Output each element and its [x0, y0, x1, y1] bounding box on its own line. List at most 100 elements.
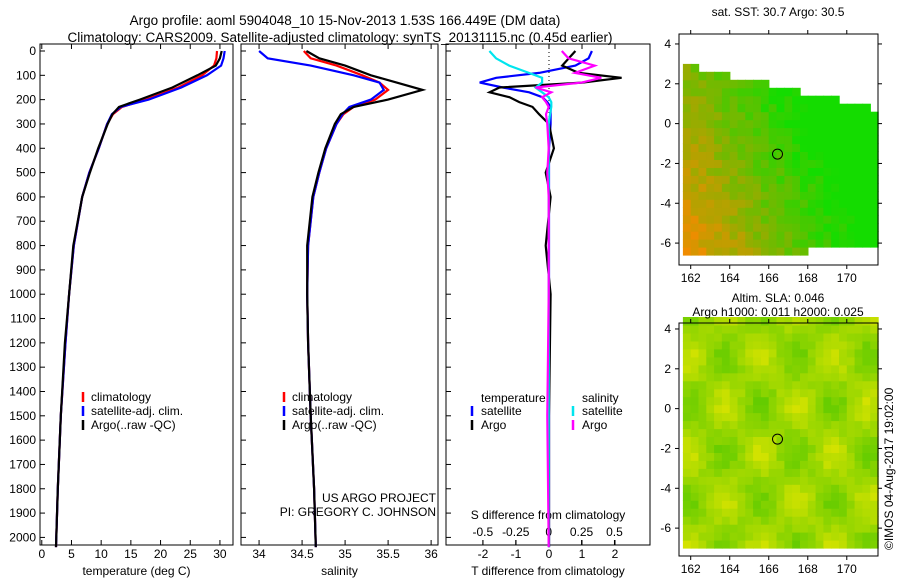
map-cell	[792, 103, 801, 113]
map-cell	[839, 508, 848, 517]
pi-text: PI: GREGORY C. JOHNSON	[280, 505, 436, 519]
map-cell	[807, 111, 817, 121]
map-cell	[714, 71, 723, 81]
map-cell	[690, 143, 700, 152]
map-cell	[745, 333, 754, 342]
map-cell	[714, 348, 723, 358]
map-cell	[745, 412, 754, 422]
map-cell	[823, 444, 832, 453]
map-cell	[737, 231, 746, 240]
map-cell	[682, 540, 692, 549]
map-cell	[690, 159, 700, 168]
map-cell	[745, 484, 754, 493]
map-cell	[800, 333, 809, 342]
map-cell	[753, 380, 762, 390]
map-cell	[768, 159, 778, 168]
map-cell	[721, 380, 731, 390]
map-cell	[729, 364, 739, 374]
map-cell	[862, 159, 871, 168]
map-cell	[854, 207, 864, 216]
series-line-satellite-adj-clim-	[54, 50, 226, 548]
map-cell	[831, 340, 840, 350]
map-cell	[721, 71, 731, 81]
map-cell	[846, 135, 856, 145]
map-cell	[784, 388, 793, 398]
map-cell	[737, 79, 746, 89]
map-cell	[792, 492, 801, 501]
map-cell	[745, 340, 754, 350]
map-cell	[815, 444, 825, 453]
map-cell	[682, 127, 692, 137]
map-cell	[737, 239, 746, 248]
map-cell	[698, 71, 707, 81]
map-cell	[800, 396, 809, 406]
map-cell	[823, 127, 832, 137]
map-cell	[815, 396, 825, 406]
map-cell	[753, 404, 762, 414]
map-cell	[698, 199, 707, 208]
map-cell	[862, 183, 871, 192]
map-cell	[760, 183, 770, 192]
map-cell	[729, 111, 739, 121]
y-tick-label: 1800	[9, 482, 36, 496]
map-cell	[784, 111, 793, 121]
map-cell	[870, 508, 879, 517]
map-cell	[714, 151, 723, 160]
map-cell	[737, 340, 746, 350]
map-cell	[768, 388, 778, 398]
map-cell	[714, 436, 723, 445]
map-cell	[831, 468, 840, 477]
map-cell	[800, 103, 809, 113]
map-cell	[807, 135, 817, 145]
map-cell	[807, 364, 817, 374]
map-cell	[862, 223, 871, 232]
map-cell	[800, 412, 809, 422]
map-cell	[753, 119, 762, 129]
map-cell	[792, 231, 801, 240]
map-cell	[698, 372, 707, 382]
map-cell	[729, 404, 739, 414]
map-cell	[792, 476, 801, 485]
map-cell	[792, 508, 801, 517]
map-cell	[714, 239, 723, 248]
map-cell	[729, 325, 739, 334]
map-cell	[800, 540, 809, 549]
map-cell	[862, 356, 871, 366]
map-cell	[784, 532, 793, 541]
map-cell	[714, 364, 723, 374]
map-cell	[706, 500, 715, 509]
map-cell	[745, 191, 754, 200]
map-cell	[714, 420, 723, 430]
map-cell	[737, 492, 746, 501]
series-line-climatology	[303, 50, 390, 548]
map-cell	[862, 207, 871, 216]
map-cell	[862, 231, 871, 240]
map-cell	[698, 412, 707, 422]
map-cell	[760, 151, 770, 160]
map-cell	[854, 143, 864, 152]
map-cell	[831, 143, 840, 152]
map-cell	[682, 452, 692, 461]
map-cell	[831, 159, 840, 168]
map-cell	[698, 356, 707, 366]
map-cell	[862, 524, 871, 533]
map-cell	[839, 159, 848, 168]
map-cell	[714, 159, 723, 168]
map-frame	[678, 33, 879, 266]
lat-tick-label: 2	[664, 77, 671, 91]
map-cell	[823, 348, 832, 358]
map-cell	[745, 476, 754, 485]
map-cell	[737, 223, 746, 232]
map-cell	[706, 476, 715, 485]
map-cell	[784, 247, 793, 256]
map-cell	[737, 396, 746, 406]
map-cell	[760, 207, 770, 216]
map-cell	[776, 404, 785, 414]
map-cell	[815, 436, 825, 445]
lon-tick-label: 168	[798, 562, 818, 576]
map-cell	[737, 207, 746, 216]
map-cell	[831, 380, 840, 390]
map-cell	[698, 388, 707, 398]
map-cell	[815, 215, 825, 224]
map-cell	[854, 127, 864, 137]
